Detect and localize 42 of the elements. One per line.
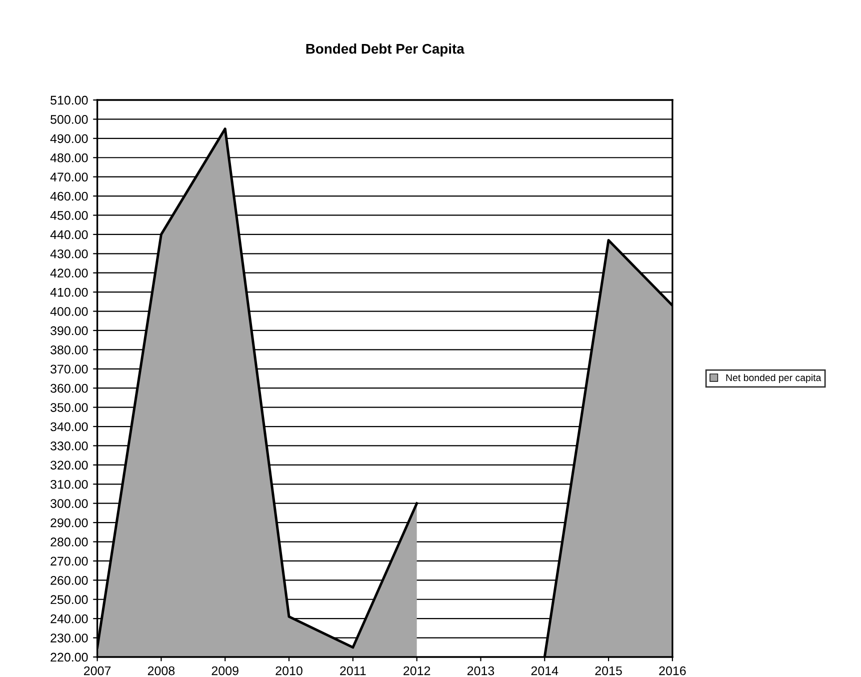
y-tick-label: 350.00 bbox=[50, 403, 88, 412]
y-tick-label: 250.00 bbox=[50, 595, 88, 604]
x-tick-label: 2007 bbox=[84, 666, 111, 676]
y-tick-label: 510.00 bbox=[50, 96, 88, 105]
y-tick-label: 270.00 bbox=[50, 556, 88, 566]
y-tick-label: 400.00 bbox=[50, 307, 88, 316]
x-tick-label: 2010 bbox=[276, 666, 302, 676]
y-tick-label: 360.00 bbox=[50, 384, 88, 393]
y-tick-label: 430.00 bbox=[50, 249, 88, 258]
x-tick-label: 2015 bbox=[595, 666, 622, 676]
y-tick-label: 290.00 bbox=[50, 518, 88, 528]
x-tick-label: 2011 bbox=[340, 666, 366, 676]
y-tick-label: 410.00 bbox=[50, 288, 88, 297]
y-tick-label: 340.00 bbox=[50, 422, 88, 432]
y-tick-label: 320.00 bbox=[50, 460, 88, 470]
y-tick-label: 310.00 bbox=[50, 480, 88, 489]
y-tick-label: 330.00 bbox=[50, 442, 88, 450]
y-tick-label: 420.00 bbox=[50, 268, 88, 278]
chart-title: Bonded Debt Per Capita bbox=[306, 44, 464, 56]
y-tick-label: 440.00 bbox=[50, 230, 88, 240]
y-tick-label: 280.00 bbox=[50, 538, 88, 546]
y-tick-label: 380.00 bbox=[50, 345, 88, 354]
legend-label: Net bonded per capita bbox=[726, 374, 822, 384]
y-tick-label: 260.00 bbox=[50, 576, 88, 585]
x-tick-label: 2008 bbox=[148, 666, 175, 676]
y-tick-label: 460.00 bbox=[50, 192, 88, 201]
y-tick-label: 370.00 bbox=[50, 364, 88, 374]
x-tick-label: 2014 bbox=[531, 666, 558, 676]
y-tick-label: 470.00 bbox=[50, 172, 88, 182]
y-tick-label: 390.00 bbox=[50, 326, 88, 336]
y-tick-label: 300.00 bbox=[50, 499, 88, 508]
x-tick-label: 2012 bbox=[404, 666, 430, 676]
y-tick-label: 240.00 bbox=[50, 614, 88, 624]
y-tick-label: 230.00 bbox=[50, 634, 88, 642]
x-tick-label: 2016 bbox=[659, 666, 686, 676]
x-tick-label: 2009 bbox=[212, 666, 238, 676]
y-tick-label: 500.00 bbox=[50, 115, 88, 124]
y-tick-label: 220.00 bbox=[50, 652, 88, 662]
y-tick-label: 480.00 bbox=[50, 153, 88, 162]
y-tick-label: 450.00 bbox=[50, 211, 88, 220]
x-tick-label: 2013 bbox=[467, 666, 494, 676]
y-tick-label: 490.00 bbox=[50, 134, 88, 144]
